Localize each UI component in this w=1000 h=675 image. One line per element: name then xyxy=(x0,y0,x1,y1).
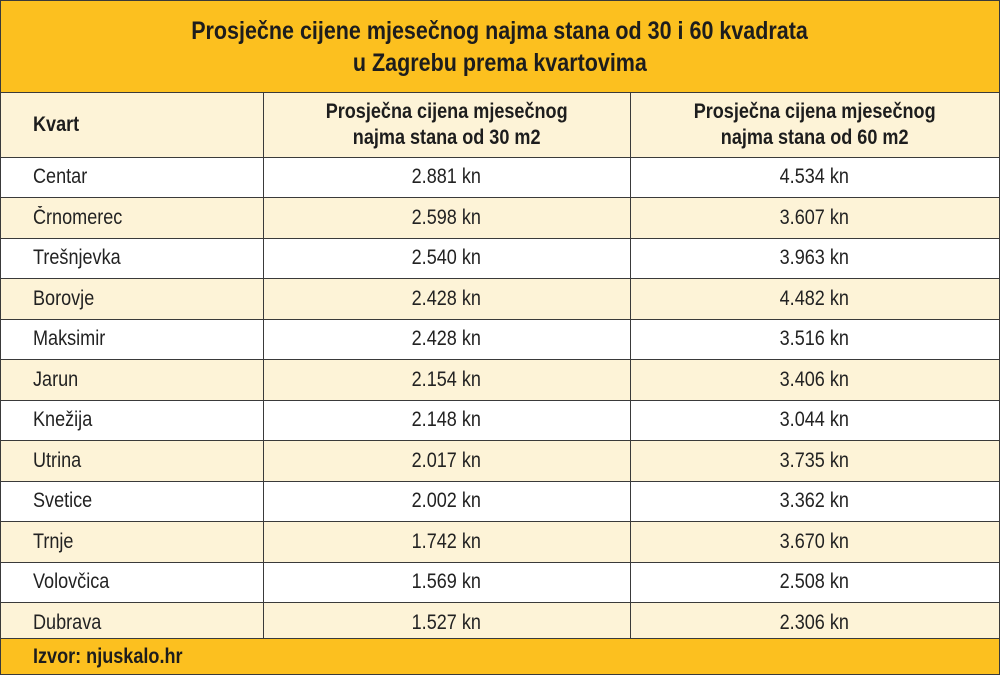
cell-price-60m2: 4.482 kn xyxy=(629,278,999,320)
header-price-60m2-line1: Prosječna cijena mjesečnog xyxy=(693,99,936,123)
table-row: Knežija 2.148 kn 3.044 kn xyxy=(1,399,999,441)
header-price-30m2-line1: Prosječna cijena mjesečnog xyxy=(325,99,568,123)
cell-kvart: Dubrava xyxy=(1,602,264,644)
cell-price-30m2: 1.527 kn xyxy=(262,602,631,644)
table-row: Jarun 2.154 kn 3.406 kn xyxy=(1,359,999,401)
cell-price-30m2: 1.742 kn xyxy=(262,521,631,563)
cell-price-60m2: 2.306 kn xyxy=(629,602,999,644)
table-row: Svetice 2.002 kn 3.362 kn xyxy=(1,480,999,522)
title-line-2: u Zagrebu prema kvartovima xyxy=(353,48,647,77)
header-price-60m2: Prosječna cijena mjesečnog najma stana o… xyxy=(629,93,999,158)
table-row: Maksimir 2.428 kn 3.516 kn xyxy=(1,318,999,360)
source-label: Izvor: njuskalo.hr xyxy=(33,644,183,668)
cell-price-60m2: 3.607 kn xyxy=(629,197,999,239)
cell-kvart: Trnje xyxy=(1,521,264,563)
cell-kvart: Črnomerec xyxy=(1,197,264,239)
cell-price-30m2: 2.148 kn xyxy=(262,399,631,441)
cell-kvart: Volovčica xyxy=(1,561,264,603)
cell-price-60m2: 4.534 kn xyxy=(629,156,999,198)
header-price-30m2: Prosječna cijena mjesečnog najma stana o… xyxy=(262,93,631,158)
cell-price-30m2: 2.017 kn xyxy=(262,440,631,482)
cell-price-30m2: 2.881 kn xyxy=(262,156,631,198)
cell-price-30m2: 1.569 kn xyxy=(262,561,631,603)
cell-price-60m2: 3.044 kn xyxy=(629,399,999,441)
table-row: Volovčica 1.569 kn 2.508 kn xyxy=(1,561,999,603)
table-body: Centar 2.881 kn 4.534 kn Črnomerec 2.598 kn 3… xyxy=(1,156,999,644)
cell-price-30m2: 2.002 kn xyxy=(262,480,631,522)
cell-price-60m2: 3.362 kn xyxy=(629,480,999,522)
table-row: Trnje 1.742 kn 3.670 kn xyxy=(1,521,999,563)
table-row: Trešnjevka 2.540 kn 3.963 kn xyxy=(1,237,999,279)
cell-price-60m2: 3.963 kn xyxy=(629,237,999,279)
cell-kvart: Centar xyxy=(1,156,264,198)
price-table: Kvart Prosječna cijena mjesečnog najma s… xyxy=(1,93,999,644)
cell-price-30m2: 2.598 kn xyxy=(262,197,631,239)
table-row: Dubrava 1.527 kn 2.306 kn xyxy=(1,602,999,644)
title-line-1: Prosječne cijene mjesečnog najma stana o… xyxy=(191,16,809,45)
header-price-60m2-line2: najma stana od 60 m2 xyxy=(720,125,909,149)
cell-price-60m2: 3.735 kn xyxy=(629,440,999,482)
cell-price-60m2: 3.670 kn xyxy=(629,521,999,563)
cell-kvart: Trešnjevka xyxy=(1,237,264,279)
cell-kvart: Maksimir xyxy=(1,318,264,360)
cell-price-60m2: 3.406 kn xyxy=(629,359,999,401)
source-bar: Izvor: njuskalo.hr xyxy=(1,638,999,674)
table-row: Centar 2.881 kn 4.534 kn xyxy=(1,156,999,198)
cell-price-60m2: 3.516 kn xyxy=(629,318,999,360)
cell-price-60m2: 2.508 kn xyxy=(629,561,999,603)
cell-price-30m2: 2.154 kn xyxy=(262,359,631,401)
cell-price-30m2: 2.540 kn xyxy=(262,237,631,279)
table-row: Črnomerec 2.598 kn 3.607 kn xyxy=(1,197,999,239)
cell-kvart: Svetice xyxy=(1,480,264,522)
cell-kvart: Utrina xyxy=(1,440,264,482)
table-row: Utrina 2.017 kn 3.735 kn xyxy=(1,440,999,482)
cell-price-30m2: 2.428 kn xyxy=(262,278,631,320)
table-header-row: Kvart Prosječna cijena mjesečnog najma s… xyxy=(1,93,999,158)
title-bar: Prosječne cijene mjesečnog najma stana o… xyxy=(1,1,999,93)
header-kvart: Kvart xyxy=(1,93,264,158)
cell-kvart: Borovje xyxy=(1,278,264,320)
table-row: Borovje 2.428 kn 4.482 kn xyxy=(1,278,999,320)
cell-kvart: Jarun xyxy=(1,359,264,401)
header-price-30m2-line2: najma stana od 30 m2 xyxy=(352,125,541,149)
cell-kvart: Knežija xyxy=(1,399,264,441)
cell-price-30m2: 2.428 kn xyxy=(262,318,631,360)
